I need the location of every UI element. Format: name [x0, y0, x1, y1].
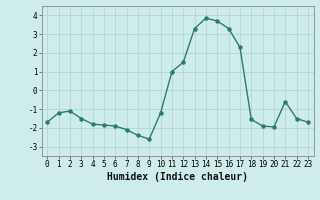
X-axis label: Humidex (Indice chaleur): Humidex (Indice chaleur): [107, 172, 248, 182]
